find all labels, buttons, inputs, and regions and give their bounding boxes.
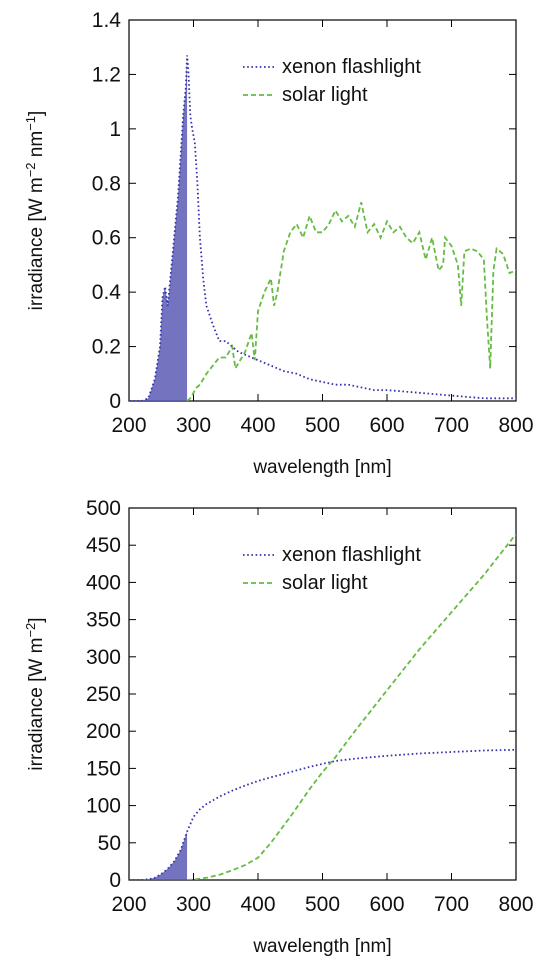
series-line-solar-light — [187, 202, 516, 401]
x-tick-label: 200 — [111, 414, 146, 437]
y-tick-label: 500 — [86, 497, 121, 520]
x-tick-label: 300 — [176, 893, 211, 916]
y-tick-label: 1 — [109, 118, 121, 141]
y-tick-label: 1.4 — [92, 9, 122, 32]
chart-1: 200 300 400 500 600 700 800 0 0.2 0.4 0.6 0.8 1 1.2 1.… — [23, 9, 534, 478]
y-tick-label: 0 — [109, 390, 121, 413]
x-tick-label: 300 — [176, 414, 211, 437]
legend-label: solar light — [282, 572, 368, 594]
y-tick-label: 1.2 — [92, 63, 121, 86]
y-axis-title-part: ] — [26, 111, 47, 116]
y-tick-label: 350 — [86, 609, 121, 632]
x-tick-label: 500 — [305, 893, 340, 916]
y-axis-title: irradiance [W m−2] — [23, 617, 48, 770]
legend-label: solar light — [282, 84, 368, 106]
x-tick-label: 800 — [498, 414, 533, 437]
shaded-area-xenon — [129, 832, 187, 880]
y-tick-label: 0.4 — [92, 281, 122, 304]
y-tick-label: 100 — [86, 795, 121, 818]
chart-2: 200 300 400 500 600 700 800 0 50 100 150 200 250 300 3… — [23, 497, 534, 957]
y-axis-title-part: irradiance [W m — [26, 638, 47, 771]
x-tick-label: 600 — [369, 414, 404, 437]
y-axis-title-superscript: −2 — [23, 623, 38, 638]
y-axis-title-superscript: −2 — [23, 162, 38, 177]
y-axis-title: irradiance [W m−2 nm−1] — [23, 111, 48, 311]
x-tick-label: 400 — [240, 893, 275, 916]
legend-label: xenon flashlight — [282, 544, 421, 566]
y-tick-label: 50 — [98, 832, 121, 855]
y-tick-label: 0.2 — [92, 336, 121, 359]
x-tick-label: 200 — [111, 893, 146, 916]
y-tick-label: 300 — [86, 646, 121, 669]
y-tick-label: 400 — [86, 571, 121, 594]
y-tick-label: 250 — [86, 683, 121, 706]
y-tick-label: 150 — [86, 757, 121, 780]
y-tick-label: 0.8 — [92, 172, 121, 195]
x-tick-label: 800 — [498, 893, 533, 916]
y-axis-title-part: ] — [26, 617, 47, 622]
y-axis-title-part: irradiance [W m — [26, 177, 47, 310]
x-axis-title: wavelength [nm] — [252, 457, 391, 478]
x-tick-label: 400 — [240, 414, 275, 437]
y-tick-label: 450 — [86, 534, 121, 557]
x-tick-label: 700 — [434, 893, 469, 916]
legend-label: xenon flashlight — [282, 56, 421, 78]
x-tick-label: 500 — [305, 414, 340, 437]
y-tick-label: 200 — [86, 720, 121, 743]
y-axis-title-superscript: −1 — [23, 116, 38, 131]
x-tick-label: 700 — [434, 414, 469, 437]
y-tick-label: 0 — [109, 869, 121, 892]
shaded-area-xenon — [129, 55, 187, 401]
x-tick-label: 600 — [369, 893, 404, 916]
y-tick-label: 0.6 — [92, 227, 121, 250]
y-axis-title-part: nm — [26, 131, 47, 163]
x-axis-title: wavelength [nm] — [252, 936, 391, 957]
